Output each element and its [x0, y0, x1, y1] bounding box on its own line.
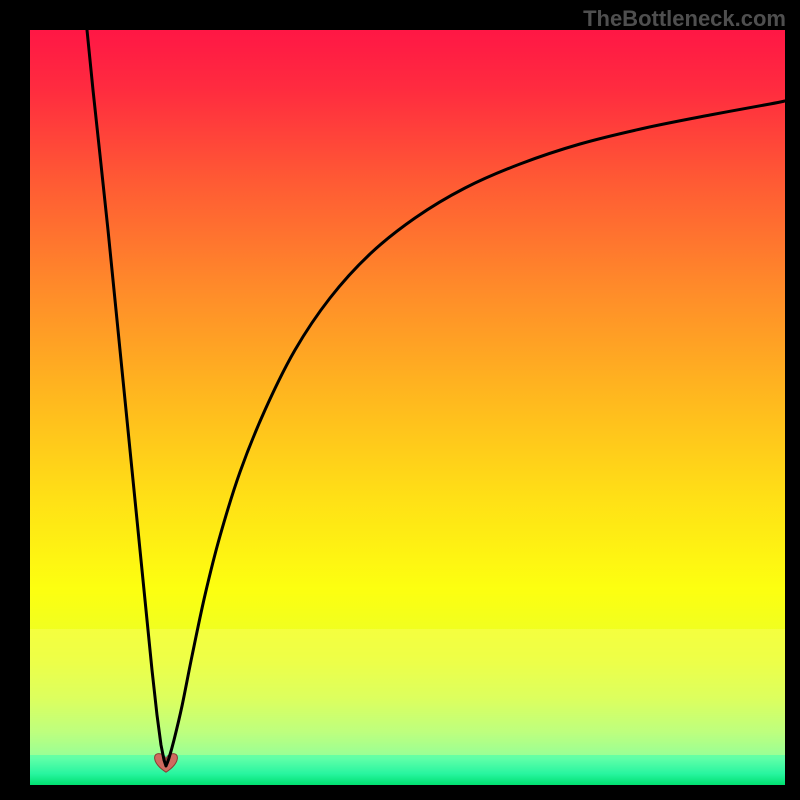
chart-frame: TheBottleneck.com — [0, 0, 800, 800]
highlight-band — [30, 629, 785, 755]
plot-svg — [30, 30, 785, 785]
plot-area — [30, 30, 785, 785]
watermark-label: TheBottleneck.com — [583, 6, 786, 32]
